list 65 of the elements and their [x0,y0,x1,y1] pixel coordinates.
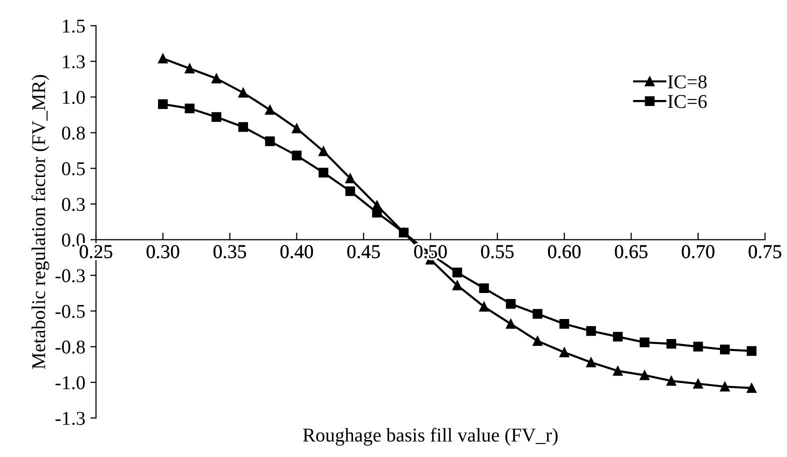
point [666,376,676,386]
y-tick-label: 1.3 [62,55,85,68]
point [586,358,596,368]
point [238,88,248,98]
y-tick-label: -1.0 [56,376,85,390]
point [479,302,489,312]
point [746,383,756,393]
point [532,309,542,319]
x-tick-label: 0.35 [214,245,246,258]
y-tick-label: -0.8 [56,340,85,354]
y-tick-label: 0.3 [62,198,85,212]
x-axis-title: Roughage basis fill value (FV_r) [303,428,558,446]
point [693,378,703,389]
point [345,173,356,184]
point [452,268,462,278]
point [666,338,676,349]
point [640,370,650,380]
legend-label: IC=8 [668,75,707,88]
x-tick-label: 0.65 [614,245,648,258]
point [184,64,195,74]
point [559,348,570,358]
point [746,346,756,356]
x-tick-label: 0.70 [682,245,714,258]
point [452,280,462,290]
point [479,283,489,294]
point [212,74,222,84]
point [506,299,516,309]
y-tick-label: -0.3 [56,269,85,282]
y-tick-label: 0.8 [62,126,85,140]
y-tick-label: 0.5 [62,162,85,176]
point [586,326,596,336]
point [212,112,222,122]
x-tick-label: 0.45 [347,245,380,258]
x-tick-label: 0.40 [280,245,313,258]
point [640,338,650,348]
point [693,342,703,352]
point [372,208,382,218]
x-tick-label: 0.30 [146,245,180,258]
y-tick-label: 1.5 [62,20,85,33]
point [345,186,356,196]
legend-label: IC=6 [668,95,707,108]
point [265,136,275,146]
x-tick-label: 0.75 [748,245,782,258]
point [238,122,248,132]
point [292,150,302,160]
point [158,99,168,110]
point [318,146,328,156]
point [532,336,542,346]
y-tick-label: 1.0 [62,90,85,104]
point [720,344,730,354]
y-tick-label: -1.3 [56,412,85,426]
y-tick-label: -0.5 [56,304,85,318]
x-tick-label: 0.60 [548,245,581,258]
point [265,105,275,115]
x-tick-label: 0.55 [481,245,514,258]
point [318,168,328,178]
point [506,318,516,329]
y-axis-title: Metabolic regulation factor (FV_MR) [31,75,50,369]
point [612,366,623,376]
point [720,382,730,392]
point [184,104,195,114]
point [292,124,302,134]
point [612,332,623,342]
point [559,318,570,329]
point [158,54,168,64]
